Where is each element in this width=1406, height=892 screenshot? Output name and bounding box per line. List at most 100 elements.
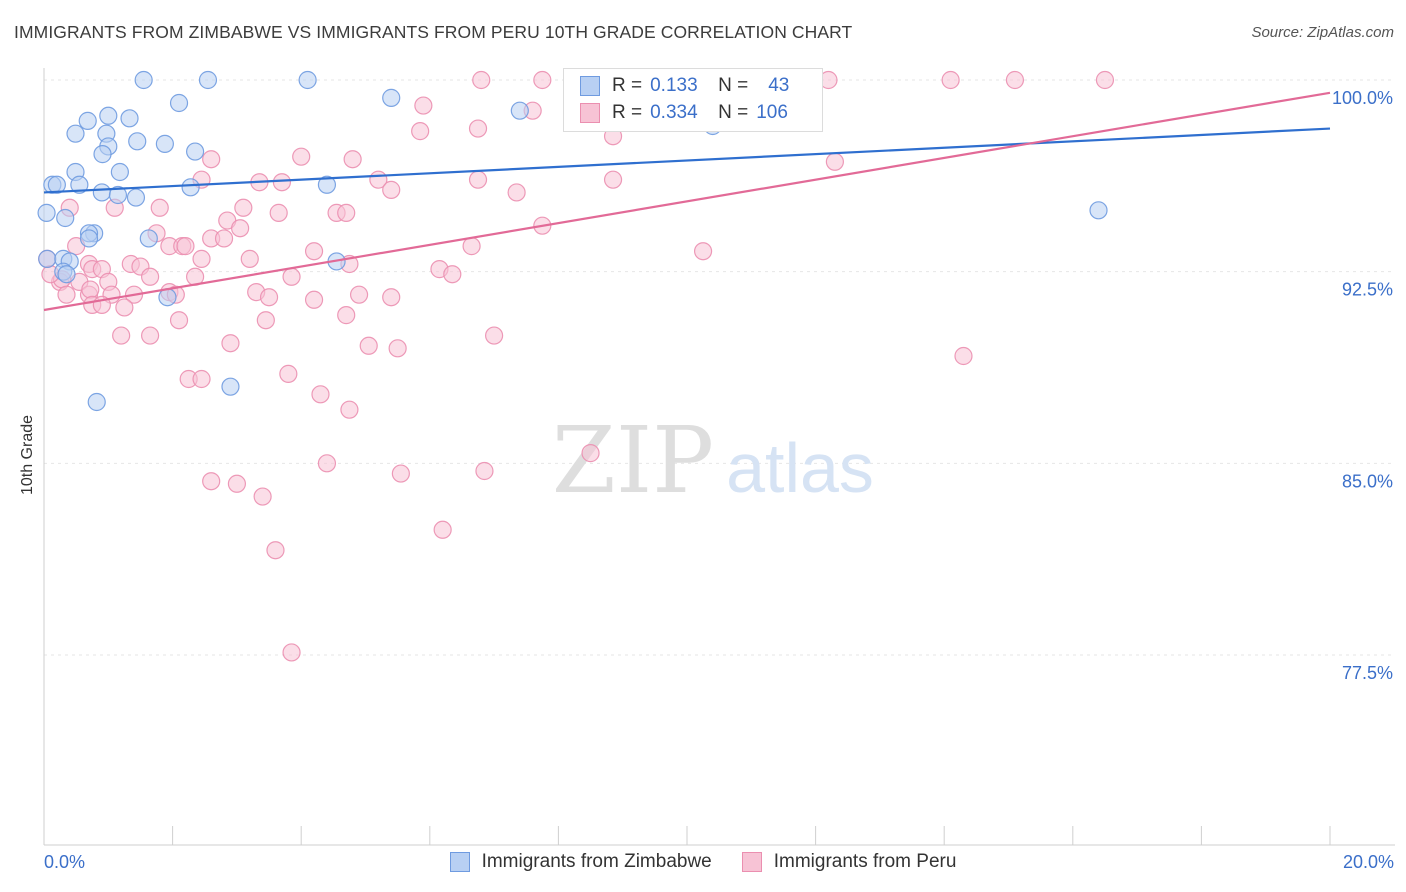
peru-point bbox=[202, 472, 221, 491]
peru-swatch bbox=[580, 103, 600, 123]
peru-point bbox=[259, 288, 279, 307]
zimbabwe-point bbox=[79, 229, 99, 248]
peru-point bbox=[388, 339, 407, 358]
legend-item-peru: Immigrants from Peru bbox=[741, 851, 957, 873]
peru-point bbox=[954, 346, 973, 366]
grid-lines bbox=[44, 79, 1395, 656]
peru-point bbox=[391, 464, 410, 483]
zimbabwe-point bbox=[221, 377, 240, 396]
peru-point bbox=[382, 180, 401, 199]
x-tick-max: 20.0% bbox=[1342, 852, 1394, 872]
zimbabwe-point bbox=[317, 175, 337, 194]
peru-points bbox=[38, 70, 1115, 662]
zimbabwe-point bbox=[181, 178, 200, 197]
zimbabwe-point bbox=[139, 229, 158, 248]
peru-point bbox=[462, 237, 481, 256]
peru-point bbox=[214, 229, 234, 248]
legend-label-peru: Immigrants from Peru bbox=[773, 851, 957, 872]
peru-point bbox=[240, 249, 259, 268]
watermark-atlas: atlas bbox=[726, 429, 874, 507]
peru-n-value: 106 bbox=[756, 102, 788, 123]
zimbabwe-point bbox=[1089, 201, 1108, 220]
peru-point bbox=[192, 249, 211, 268]
zimbabwe-point bbox=[298, 70, 317, 90]
legend-item-zimbabwe: Immigrants from Zimbabwe bbox=[449, 851, 712, 873]
peru-point bbox=[1005, 70, 1025, 90]
zimbabwe-point bbox=[128, 132, 147, 151]
zimbabwe-r-label: R = bbox=[612, 75, 643, 96]
peru-point bbox=[256, 311, 275, 330]
peru-point bbox=[581, 444, 600, 463]
stats-legend-row-zimbabwe: R = 0.133 N = 43 bbox=[580, 73, 789, 99]
peru-point bbox=[693, 242, 713, 261]
zimbabwe-point bbox=[186, 142, 205, 161]
zimbabwe-point bbox=[56, 208, 75, 228]
peru-point bbox=[282, 267, 301, 286]
peru-point bbox=[282, 643, 301, 662]
peru-point bbox=[485, 326, 504, 345]
zimbabwe-point bbox=[70, 175, 89, 194]
zimbabwe-point bbox=[47, 175, 66, 194]
legend-swatch-peru bbox=[741, 852, 762, 872]
axes bbox=[43, 68, 1395, 846]
y-tick-label-2: 92.5% bbox=[1342, 280, 1393, 300]
peru-point bbox=[468, 119, 488, 138]
peru-point bbox=[343, 150, 362, 169]
zimbabwe-point bbox=[120, 109, 139, 128]
zimbabwe-point bbox=[93, 145, 112, 164]
x-tick-min: 0.0% bbox=[44, 852, 86, 872]
peru-point bbox=[169, 311, 189, 330]
series-legend: Immigrants from Zimbabwe Immigrants from… bbox=[0, 851, 1406, 873]
peru-point bbox=[340, 400, 359, 419]
peru-point bbox=[304, 242, 324, 261]
zimbabwe-point bbox=[92, 183, 111, 202]
peru-point bbox=[468, 170, 488, 189]
peru-point bbox=[443, 265, 462, 284]
zimbabwe-swatch bbox=[580, 76, 600, 96]
zimbabwe-point bbox=[110, 162, 129, 182]
peru-point bbox=[227, 474, 246, 493]
zimbabwe-point bbox=[158, 288, 177, 307]
peru-point bbox=[941, 70, 960, 90]
peru-point bbox=[359, 336, 378, 355]
peru-point bbox=[231, 219, 250, 238]
zimbabwe-point bbox=[198, 70, 218, 90]
zimbabwe-point bbox=[87, 392, 106, 412]
stats-legend-row-peru: R = 0.334 N = 106 bbox=[580, 100, 788, 126]
y-tick-label-0: 77.5% bbox=[1342, 663, 1393, 683]
peru-point bbox=[202, 150, 221, 169]
watermark: ZIP atlas bbox=[552, 407, 874, 514]
legend-label-zimbabwe: Immigrants from Zimbabwe bbox=[481, 851, 712, 872]
peru-point bbox=[112, 326, 131, 345]
peru-point bbox=[311, 385, 330, 404]
peru-point bbox=[603, 170, 623, 189]
peru-n-label: N = bbox=[718, 102, 749, 123]
peru-point bbox=[825, 152, 844, 171]
zimbabwe-n-value: 43 bbox=[768, 75, 790, 96]
peru-point bbox=[266, 541, 285, 560]
chart-title: IMMIGRANTS FROM ZIMBABWE VS IMMIGRANTS F… bbox=[14, 22, 853, 42]
source-credit: Source: ZipAtlas.com bbox=[1251, 24, 1394, 41]
zimbabwe-point bbox=[155, 134, 174, 153]
peru-point bbox=[533, 70, 552, 90]
zimbabwe-point bbox=[66, 124, 85, 143]
peru-r-value: 0.334 bbox=[650, 102, 698, 123]
peru-r-label: R = bbox=[612, 102, 643, 123]
peru-point bbox=[507, 183, 526, 202]
peru-point bbox=[140, 267, 160, 286]
y-tick-label-3: 100.0% bbox=[1332, 88, 1393, 108]
zimbabwe-point bbox=[126, 188, 146, 207]
peru-point bbox=[81, 280, 100, 299]
zimbabwe-point bbox=[78, 111, 97, 130]
peru-point bbox=[433, 520, 452, 539]
y-tick-label-1: 85.0% bbox=[1342, 471, 1393, 491]
peru-point bbox=[57, 285, 76, 304]
zimbabwe-r-value: 0.133 bbox=[650, 75, 698, 96]
peru-point bbox=[150, 198, 169, 217]
peru-point bbox=[382, 288, 401, 307]
y-tick-labels: 77.5% 85.0% 92.5% 100.0% bbox=[1332, 88, 1393, 683]
trend-lines bbox=[43, 91, 1331, 312]
peru-point bbox=[317, 454, 337, 473]
zimbabwe-point bbox=[37, 203, 56, 222]
zimbabwe-point bbox=[169, 93, 189, 113]
